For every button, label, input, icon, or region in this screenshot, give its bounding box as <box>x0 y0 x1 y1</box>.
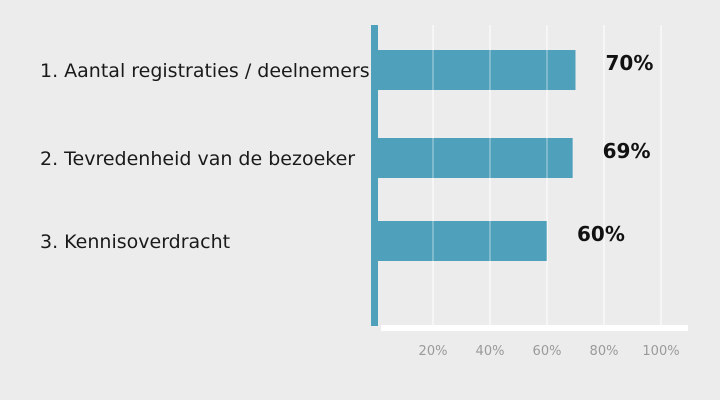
x-tick-label-20: 20% <box>419 344 448 359</box>
category-label-2: 2. Tevredenheid van de bezoeker <box>40 148 355 170</box>
bar-1 <box>376 50 576 90</box>
value-label-3: 60% <box>577 222 625 246</box>
bar-2 <box>376 138 573 178</box>
y-axis-line <box>371 25 378 326</box>
x-axis-baseline <box>381 325 688 331</box>
category-label-3: 3. Kennisoverdracht <box>40 231 230 253</box>
value-label-2: 69% <box>603 139 651 163</box>
category-labels: 1. Aantal registraties / deelnemers 2. Te… <box>40 60 370 253</box>
x-tick-label-40: 40% <box>476 344 505 359</box>
x-tick-label-100: 100% <box>642 344 679 359</box>
category-label-1: 1. Aantal registraties / deelnemers <box>40 60 370 82</box>
x-tick-labels: 20% 40% 60% 80% 100% <box>419 344 680 359</box>
value-labels: 70% 69% 60% <box>577 51 653 246</box>
bars <box>376 25 662 326</box>
bar-3 <box>376 221 547 261</box>
x-tick-label-80: 80% <box>590 344 619 359</box>
x-tick-label-60: 60% <box>533 344 562 359</box>
value-label-1: 70% <box>606 51 654 75</box>
